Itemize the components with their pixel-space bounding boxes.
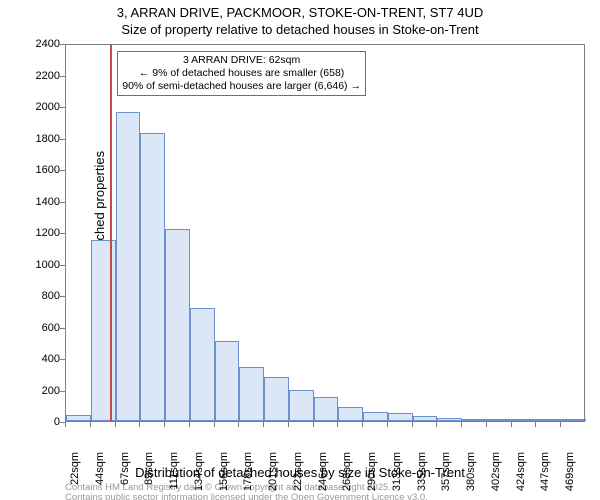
x-tick-label: 44sqm [94,452,106,492]
histogram-bar [561,419,586,421]
y-tick-label: 2400 [15,38,60,50]
x-tick-mark [164,422,165,427]
y-tick-mark [60,296,65,297]
footer-line2: Contains public sector information licen… [65,492,428,500]
y-tick-label: 200 [15,385,60,397]
y-tick-mark [60,139,65,140]
x-tick-mark [461,422,462,427]
x-tick-label: 290sqm [366,452,378,492]
x-tick-label: 111sqm [168,452,180,492]
x-tick-mark [214,422,215,427]
y-tick-mark [60,391,65,392]
x-tick-mark [486,422,487,427]
y-tick-mark [60,202,65,203]
x-tick-mark [189,422,190,427]
x-tick-mark [337,422,338,427]
x-tick-label: 134sqm [193,452,205,492]
y-tick-label: 0 [15,416,60,428]
histogram-bar [413,416,438,422]
y-tick-mark [60,170,65,171]
x-tick-label: 424sqm [515,452,527,492]
y-tick-label: 1400 [15,196,60,208]
x-tick-label: 89sqm [143,452,155,492]
histogram-bar [338,407,363,421]
x-tick-label: 469sqm [564,452,576,492]
y-tick-mark [60,107,65,108]
x-tick-mark [535,422,536,427]
y-tick-mark [60,359,65,360]
x-tick-mark [560,422,561,427]
x-tick-label: 246sqm [317,452,329,492]
reference-marker-line [110,45,112,421]
histogram-bar [264,377,289,421]
x-tick-mark [65,422,66,427]
x-tick-label: 201sqm [267,452,279,492]
x-tick-label: 313sqm [391,452,403,492]
x-tick-label: 67sqm [119,452,131,492]
x-tick-label: 335sqm [416,452,428,492]
histogram-bar [116,112,141,421]
x-tick-mark [511,422,512,427]
y-tick-label: 2200 [15,70,60,82]
annotation-line1: 3 ARRAN DRIVE: 62sqm [122,54,361,67]
histogram-bar [289,390,314,422]
y-tick-label: 1200 [15,227,60,239]
histogram-bar [66,415,91,421]
annotation-box: 3 ARRAN DRIVE: 62sqm ← 9% of detached ho… [117,51,366,96]
x-tick-label: 268sqm [341,452,353,492]
x-tick-mark [90,422,91,427]
x-tick-mark [288,422,289,427]
histogram-bar [190,308,215,421]
y-tick-mark [60,265,65,266]
histogram-bar [314,397,339,421]
x-tick-label: 402sqm [490,452,502,492]
y-tick-label: 800 [15,290,60,302]
y-tick-mark [60,76,65,77]
histogram-bar [239,367,264,421]
x-tick-mark [436,422,437,427]
x-tick-mark [115,422,116,427]
y-tick-label: 2000 [15,101,60,113]
x-tick-mark [362,422,363,427]
histogram-bar [215,341,240,421]
x-tick-mark [387,422,388,427]
y-tick-label: 400 [15,353,60,365]
histogram-bar [437,418,462,421]
y-tick-label: 1000 [15,259,60,271]
x-tick-label: 178sqm [242,452,254,492]
histogram-bar [462,419,487,421]
plot-area: 3 ARRAN DRIVE: 62sqm ← 9% of detached ho… [65,44,585,422]
chart-title-sub: Size of property relative to detached ho… [0,22,600,37]
chart-container: 3, ARRAN DRIVE, PACKMOOR, STOKE-ON-TRENT… [0,0,600,500]
x-tick-label: 22sqm [69,452,81,492]
histogram-bar [140,133,165,421]
annotation-line2: ← 9% of detached houses are smaller (658… [122,67,361,80]
histogram-bar [487,419,512,421]
x-tick-label: 357sqm [440,452,452,492]
y-tick-mark [60,44,65,45]
x-tick-label: 223sqm [292,452,304,492]
histogram-bar [363,412,388,421]
x-tick-mark [139,422,140,427]
y-tick-label: 600 [15,322,60,334]
x-tick-mark [263,422,264,427]
annotation-line3: 90% of semi-detached houses are larger (… [122,80,361,93]
x-tick-label: 447sqm [539,452,551,492]
y-tick-mark [60,233,65,234]
y-tick-label: 1600 [15,164,60,176]
x-tick-label: 156sqm [218,452,230,492]
histogram-bar [512,419,537,421]
chart-title-main: 3, ARRAN DRIVE, PACKMOOR, STOKE-ON-TRENT… [0,5,600,20]
y-tick-label: 1800 [15,133,60,145]
y-tick-mark [60,328,65,329]
histogram-bar [536,419,561,421]
histogram-bar [165,229,190,421]
x-tick-mark [313,422,314,427]
histogram-bar [388,413,413,421]
x-tick-mark [412,422,413,427]
x-tick-mark [238,422,239,427]
x-tick-label: 380sqm [465,452,477,492]
